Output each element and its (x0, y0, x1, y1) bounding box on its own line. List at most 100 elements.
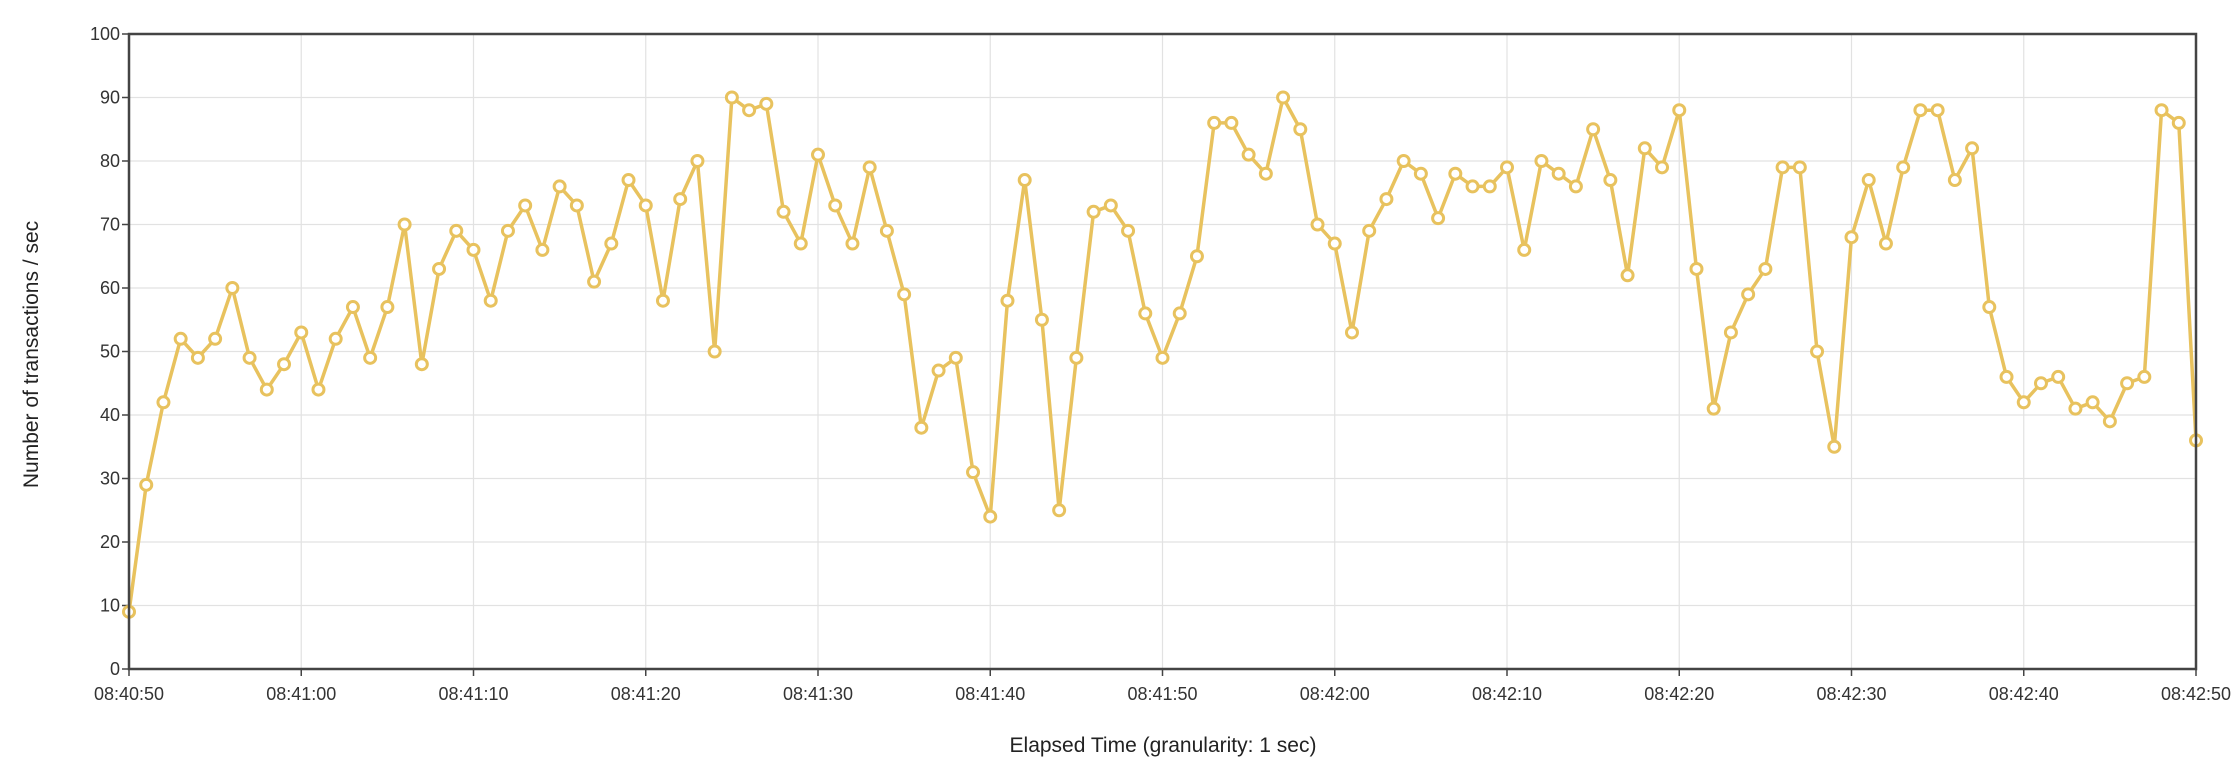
data-point[interactable] (1551, 166, 1566, 181)
data-point[interactable] (1069, 350, 1084, 365)
data-point[interactable] (500, 223, 515, 238)
data-point[interactable] (2102, 414, 2117, 429)
data-point[interactable] (1017, 173, 1032, 188)
data-point[interactable] (2016, 395, 2031, 410)
data-point[interactable] (707, 344, 722, 359)
data-point[interactable] (1586, 122, 1601, 137)
data-point[interactable] (380, 300, 395, 315)
data-point[interactable] (879, 223, 894, 238)
data-point[interactable] (1620, 268, 1635, 283)
data-point[interactable] (2154, 103, 2169, 118)
data-point[interactable] (1689, 261, 1704, 276)
data-point[interactable] (1121, 223, 1136, 238)
data-point[interactable] (1258, 166, 1273, 181)
data-point[interactable] (552, 179, 567, 194)
data-point[interactable] (1930, 103, 1945, 118)
data-point[interactable] (690, 154, 705, 168)
data-point[interactable] (1741, 287, 1756, 302)
data-point[interactable] (328, 331, 343, 346)
data-point[interactable] (1637, 141, 1652, 156)
data-point[interactable] (1792, 160, 1807, 175)
data-point[interactable] (1310, 217, 1325, 232)
data-point[interactable] (1224, 115, 1239, 130)
data-point[interactable] (518, 198, 533, 213)
data-point[interactable] (1482, 179, 1497, 194)
data-point[interactable] (1758, 261, 1773, 276)
data-point[interactable] (948, 350, 963, 365)
data-point[interactable] (173, 331, 188, 346)
data-point[interactable] (1603, 173, 1618, 188)
data-point[interactable] (311, 382, 326, 397)
data-point[interactable] (621, 173, 636, 188)
data-point[interactable] (793, 236, 808, 251)
data-point[interactable] (535, 242, 550, 257)
data-point[interactable] (759, 96, 774, 111)
data-point[interactable] (828, 198, 843, 213)
data-point[interactable] (1810, 344, 1825, 359)
data-point[interactable] (1138, 306, 1153, 321)
data-point[interactable] (2171, 115, 2186, 130)
data-point[interactable] (1534, 154, 1549, 168)
data-point[interactable] (1448, 166, 1463, 181)
data-point[interactable] (294, 325, 309, 340)
data-point[interactable] (897, 287, 912, 302)
data-point[interactable] (1086, 204, 1101, 219)
data-point[interactable] (1517, 242, 1532, 257)
data-point[interactable] (1155, 350, 1170, 365)
data-point[interactable] (190, 350, 205, 365)
data-point[interactable] (397, 217, 412, 232)
data-point[interactable] (1878, 236, 1893, 251)
data-point[interactable] (1655, 160, 1670, 175)
data-point[interactable] (966, 465, 981, 480)
data-point[interactable] (449, 223, 464, 238)
data-point[interactable] (724, 90, 739, 105)
data-point[interactable] (1775, 160, 1790, 175)
data-point[interactable] (1034, 312, 1049, 327)
data-point[interactable] (1568, 179, 1583, 194)
data-point[interactable] (414, 357, 429, 372)
data-point[interactable] (983, 509, 998, 524)
data-point[interactable] (673, 192, 688, 207)
data-point[interactable] (2120, 376, 2135, 391)
data-point[interactable] (1344, 325, 1359, 340)
data-point[interactable] (569, 198, 584, 213)
data-point[interactable] (208, 331, 223, 346)
data-point[interactable] (1827, 439, 1842, 454)
data-point[interactable] (1000, 293, 1015, 308)
data-point[interactable] (1413, 166, 1428, 181)
data-point[interactable] (638, 198, 653, 213)
data-point[interactable] (811, 147, 825, 162)
data-point[interactable] (604, 236, 619, 251)
data-point[interactable] (1207, 115, 1222, 130)
data-point[interactable] (655, 293, 670, 308)
data-point[interactable] (1947, 173, 1962, 188)
data-point[interactable] (2068, 401, 2083, 416)
data-point[interactable] (1913, 103, 1928, 118)
data-point[interactable] (1327, 236, 1342, 251)
data-point[interactable] (2137, 369, 2152, 384)
data-point[interactable] (1241, 147, 1256, 162)
data-point[interactable] (1844, 230, 1859, 245)
data-point[interactable] (225, 281, 240, 295)
data-point[interactable] (1379, 192, 1394, 207)
data-point[interactable] (363, 350, 378, 365)
data-point[interactable] (1431, 211, 1446, 226)
data-point[interactable] (1965, 141, 1980, 156)
data-point[interactable] (345, 300, 360, 315)
data-point[interactable] (2033, 376, 2048, 391)
data-point[interactable] (1999, 369, 2014, 384)
data-point[interactable] (242, 350, 257, 365)
data-point[interactable] (1189, 249, 1204, 264)
data-point[interactable] (1706, 401, 1721, 416)
data-point[interactable] (742, 103, 757, 118)
data-point[interactable] (1896, 160, 1911, 175)
data-point[interactable] (1362, 223, 1377, 238)
data-point[interactable] (1172, 306, 1187, 321)
data-point[interactable] (466, 242, 481, 257)
data-point[interactable] (259, 382, 274, 397)
data-point[interactable] (1465, 179, 1480, 194)
data-point[interactable] (1276, 90, 1291, 105)
data-point[interactable] (1723, 325, 1738, 340)
data-point[interactable] (2051, 369, 2066, 384)
data-point[interactable] (2085, 395, 2100, 410)
